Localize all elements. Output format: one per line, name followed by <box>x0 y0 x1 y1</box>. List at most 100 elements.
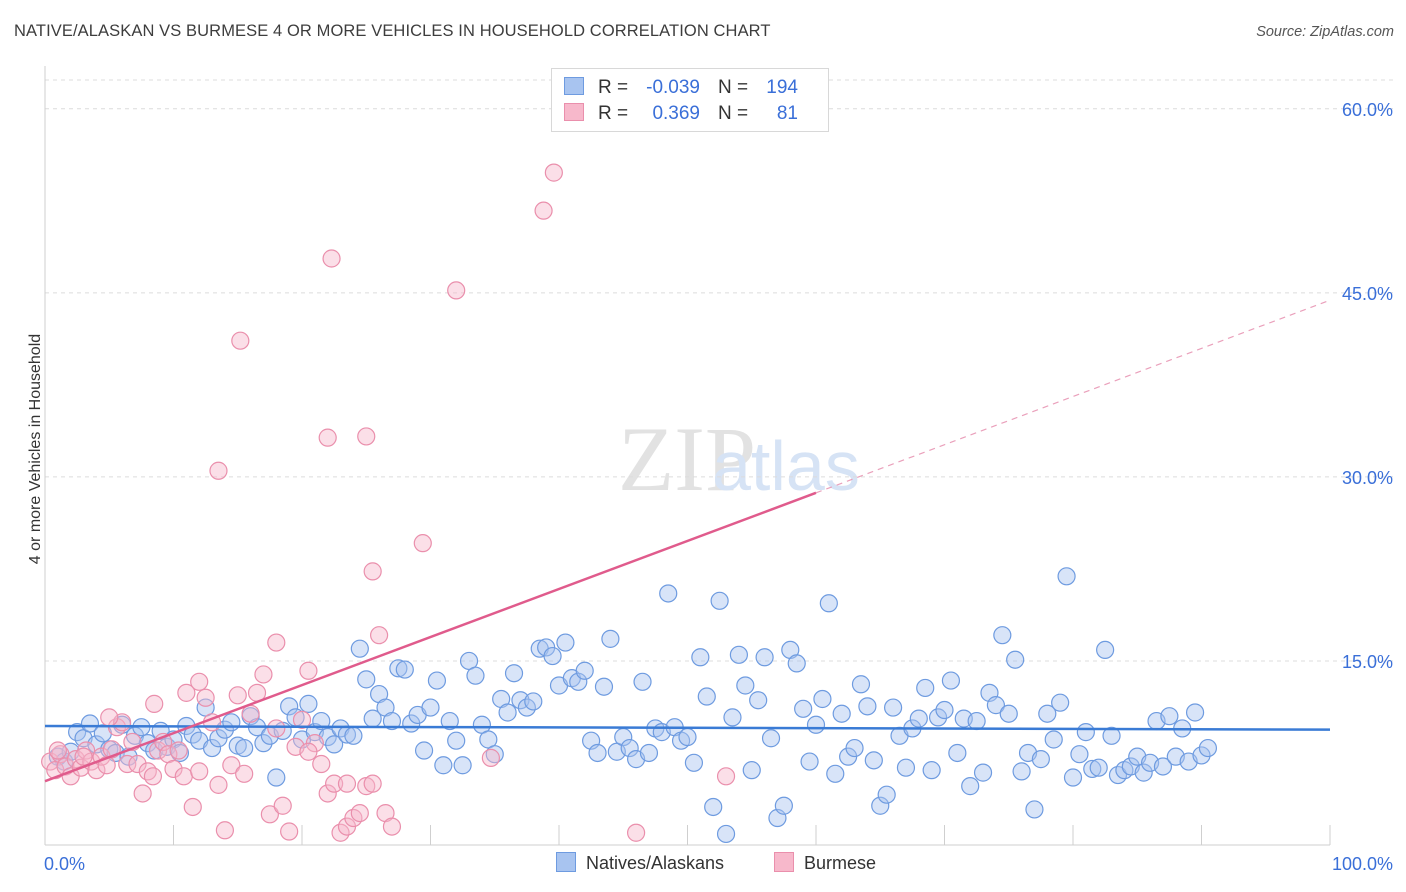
burmese-point <box>292 710 312 729</box>
natives-point <box>928 708 948 727</box>
natives-point <box>1192 746 1211 765</box>
natives-point <box>427 671 447 690</box>
natives-point <box>755 648 774 667</box>
natives-point <box>639 743 659 763</box>
burmese-point <box>370 626 389 645</box>
burmese-point <box>267 719 286 738</box>
natives-point <box>254 734 273 753</box>
natives-point <box>235 738 254 758</box>
natives-point <box>382 711 402 731</box>
natives-point <box>1089 758 1108 777</box>
natives-point <box>941 671 961 690</box>
natives-point <box>883 698 903 717</box>
natives-point <box>826 764 845 783</box>
natives-point <box>916 678 935 698</box>
burmese-point <box>183 797 202 817</box>
burmese-point <box>363 774 382 793</box>
y-axis-title: 4 or more Vehicles in Household <box>27 333 44 565</box>
watermark-atlas: atlas <box>712 427 860 505</box>
burmese-point <box>148 741 168 760</box>
natives-point <box>569 672 588 691</box>
natives-point <box>1160 707 1179 726</box>
legend-swatch-natives <box>564 77 584 95</box>
legend-n-label: N = <box>718 77 749 98</box>
natives-point <box>357 670 376 689</box>
natives-point <box>794 699 813 718</box>
burmese-point <box>74 747 93 766</box>
burmese-point <box>169 741 188 760</box>
x-tick-label: 0.0% <box>44 854 85 874</box>
natives-point <box>1057 567 1076 586</box>
natives-point <box>414 741 434 760</box>
natives-point <box>344 726 363 745</box>
natives-point <box>774 796 793 815</box>
natives-point <box>935 700 954 720</box>
natives-point <box>1198 738 1218 758</box>
legend-n-value: 81 <box>776 103 798 124</box>
legend-label-burmese: Burmese <box>804 853 877 873</box>
burmese-point <box>534 201 553 220</box>
burmese-point <box>337 774 357 793</box>
natives-point <box>1012 762 1031 781</box>
natives-point <box>909 709 928 728</box>
burmese-point <box>174 767 193 786</box>
natives-point <box>729 645 749 664</box>
data-points <box>41 163 1218 844</box>
legend-swatch-natives <box>556 852 576 872</box>
natives-point <box>787 654 806 673</box>
burmese-point <box>544 163 563 182</box>
natives-point <box>1153 757 1173 776</box>
trend-lines <box>44 299 1331 783</box>
natives-point <box>395 660 414 679</box>
burmese-point <box>350 803 369 823</box>
burmese-point <box>382 817 402 836</box>
natives-point <box>633 672 652 691</box>
natives-point <box>1025 800 1044 819</box>
natives-point <box>620 738 639 758</box>
natives-point <box>813 689 832 709</box>
natives-point <box>1134 763 1153 782</box>
source-label: Source: ZipAtlas.com <box>1256 24 1394 40</box>
burmese-point <box>177 683 196 702</box>
burmese-point <box>190 672 209 691</box>
natives-point <box>851 675 871 694</box>
natives-point <box>800 752 819 771</box>
natives-point <box>961 777 980 796</box>
series-legend: Natives/Alaskans Burmese <box>0 852 1406 878</box>
y-axis-title-wrap: 4 or more Vehicles in Household <box>16 0 46 892</box>
natives-point <box>556 633 575 652</box>
natives-point <box>280 697 299 716</box>
burmese-point <box>413 534 432 553</box>
natives-point <box>993 626 1012 645</box>
burmese-point <box>325 774 344 793</box>
legend-n-value: 194 <box>766 77 798 98</box>
natives-point <box>80 714 100 733</box>
burmese-point <box>222 756 241 775</box>
natives-point <box>922 761 941 780</box>
legend-n-label: N = <box>718 103 749 124</box>
natives-point <box>845 738 864 758</box>
natives-point <box>421 698 440 717</box>
natives-point <box>1083 759 1102 779</box>
natives-point <box>1031 750 1050 769</box>
natives-point <box>806 715 826 734</box>
natives-point <box>678 727 697 747</box>
legend-swatch-burmese <box>774 852 794 872</box>
legend-r-value: -0.039 <box>646 77 700 98</box>
burmese-point <box>322 249 341 268</box>
natives-point <box>575 661 594 680</box>
natives-point <box>736 676 755 695</box>
burmese-point <box>128 754 147 774</box>
burmese-point <box>48 741 67 760</box>
natives-trend-line <box>44 724 1331 731</box>
burmese-point <box>481 748 500 767</box>
natives-point <box>511 691 530 710</box>
burmese-point <box>209 461 228 480</box>
natives-point <box>466 666 485 685</box>
burmese-point <box>118 754 137 774</box>
burmese-point <box>260 805 279 824</box>
legend-r-label: R = <box>598 77 629 98</box>
legend-row-burmese: R = 0.369 N = 81 <box>564 103 798 125</box>
natives-point <box>1051 693 1070 712</box>
